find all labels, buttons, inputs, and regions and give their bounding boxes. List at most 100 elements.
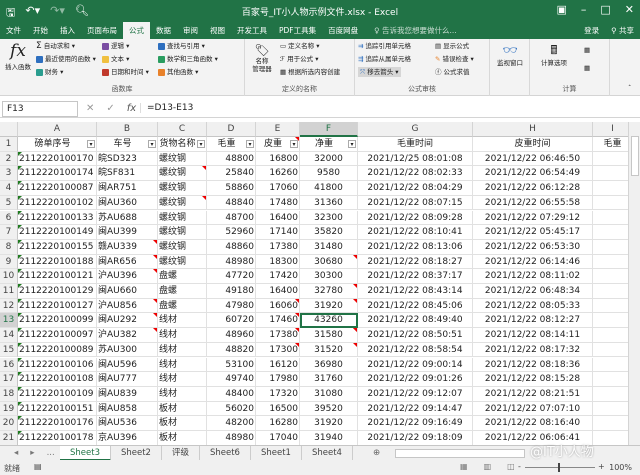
- cell[interactable]: 16500: [256, 401, 300, 417]
- cell[interactable]: [593, 313, 628, 329]
- cell[interactable]: 2112220100188: [18, 254, 97, 270]
- cell[interactable]: 2021/12/22 09:18:09: [358, 431, 473, 445]
- cell[interactable]: 线材: [158, 386, 207, 402]
- cell[interactable]: 盘螺: [158, 298, 207, 314]
- cell[interactable]: 16280: [256, 416, 300, 431]
- cell[interactable]: 2112220100087: [18, 181, 97, 196]
- cell[interactable]: [593, 196, 628, 211]
- cell[interactable]: 49180: [207, 284, 256, 299]
- math-button[interactable]: 数学和三角函数 ▾: [158, 54, 218, 64]
- cell[interactable]: [593, 240, 628, 255]
- zoom-in-button[interactable]: +: [598, 462, 605, 471]
- cell[interactable]: 2112220100089: [18, 342, 97, 358]
- cell[interactable]: 螺纹钢: [158, 239, 207, 255]
- cell[interactable]: 2021/12/22 08:18:27: [358, 254, 473, 270]
- cell[interactable]: 2112220100178: [18, 431, 97, 445]
- cell[interactable]: 线材: [158, 328, 207, 343]
- zoom-level[interactable]: 100%: [609, 463, 632, 472]
- row-header[interactable]: 1: [0, 137, 18, 152]
- cell[interactable]: 2112220100108: [18, 372, 97, 387]
- header-cell[interactable]: 磅单序号 ▾: [18, 137, 97, 152]
- maximize-button[interactable]: □: [600, 3, 611, 16]
- cell[interactable]: 52960: [207, 225, 256, 240]
- cell[interactable]: 32780: [300, 284, 358, 299]
- cell[interactable]: 2021/12/22 08:49:40: [358, 313, 473, 329]
- cell[interactable]: 螺纹钢: [158, 210, 207, 226]
- cell[interactable]: 2021/12/22 08:13:06: [358, 239, 473, 255]
- cell[interactable]: 2112220100127: [18, 298, 97, 314]
- cell[interactable]: 9580: [300, 166, 358, 182]
- cell[interactable]: 48860: [207, 239, 256, 255]
- tab-3[interactable]: 页面布局: [87, 26, 117, 35]
- cell[interactable]: 2112220100151: [18, 401, 97, 417]
- filter-dropdown-icon[interactable]: ▾: [348, 140, 356, 148]
- sheet-tab-5[interactable]: Sheet4: [302, 445, 353, 461]
- calculate-sheet-icon[interactable]: ▦: [584, 64, 591, 72]
- cell[interactable]: 闽AU292: [97, 313, 158, 329]
- cell[interactable]: 螺纹钢: [158, 181, 207, 196]
- row-header[interactable]: 20: [0, 416, 18, 431]
- cell[interactable]: 2021/12/22 07:07:10: [473, 401, 593, 417]
- tab-10[interactable]: 百度网盘: [328, 26, 359, 35]
- filter-dropdown-icon[interactable]: ▾: [197, 140, 205, 148]
- tab-7[interactable]: 视图: [210, 26, 225, 35]
- cell[interactable]: 47720: [207, 269, 256, 284]
- cell[interactable]: 沪AU856: [97, 298, 158, 314]
- cell[interactable]: [593, 358, 628, 373]
- cell[interactable]: 闽AU777: [97, 372, 158, 387]
- filter-dropdown-icon[interactable]: ▾: [290, 140, 298, 148]
- cell[interactable]: 48960: [207, 328, 256, 343]
- cell[interactable]: 2112220100176: [18, 416, 97, 431]
- page-break-icon[interactable]: ◫: [507, 462, 515, 471]
- cell[interactable]: 2112220100149: [18, 225, 97, 240]
- header-cell[interactable]: 皮重时间: [473, 137, 593, 152]
- cell[interactable]: 17380: [256, 239, 300, 255]
- row-header[interactable]: 2: [0, 151, 18, 167]
- cell[interactable]: 2021/12/22 08:37:17: [358, 269, 473, 284]
- cell[interactable]: [593, 166, 628, 182]
- cell[interactable]: 盘螺: [158, 284, 207, 299]
- column-header-E[interactable]: E: [256, 122, 300, 137]
- cell[interactable]: [593, 255, 628, 270]
- cell[interactable]: 线材: [158, 313, 207, 329]
- cell[interactable]: [593, 181, 628, 196]
- use-in-formula-button[interactable]: ℱ 用于公式 ▾: [280, 55, 319, 63]
- cell[interactable]: 2021/12/22 06:12:28: [473, 181, 593, 196]
- zoom-slider[interactable]: [525, 463, 595, 472]
- sheet-tab-3[interactable]: Sheet6: [200, 445, 251, 461]
- insert-function-button[interactable]: fx 插入函数: [5, 41, 31, 71]
- cell[interactable]: [593, 372, 628, 387]
- cell[interactable]: 17140: [256, 225, 300, 240]
- cell[interactable]: 48840: [207, 195, 256, 211]
- cell[interactable]: 2021/12/22 08:43:14: [358, 284, 473, 299]
- cell[interactable]: 2021/12/22 08:15:28: [473, 372, 593, 387]
- calculation-options-button[interactable]: 🖩 计算选项: [534, 43, 574, 67]
- cell[interactable]: 35820: [300, 225, 358, 240]
- redo-icon[interactable]: ↷▾: [50, 4, 65, 17]
- cell[interactable]: 2021/12/22 06:14:46: [473, 254, 593, 270]
- cell[interactable]: 2021/12/22 08:09:28: [358, 210, 473, 226]
- cancel-icon[interactable]: ✕: [86, 103, 95, 114]
- cell[interactable]: 苏AU688: [97, 210, 158, 226]
- cell[interactable]: 2021/12/22 09:14:47: [358, 401, 473, 417]
- cell[interactable]: 31760: [300, 372, 358, 387]
- cell[interactable]: 2112220100121: [18, 269, 97, 284]
- cell[interactable]: 2112220100174: [18, 166, 97, 182]
- cell[interactable]: 闽AU596: [97, 357, 158, 373]
- cell[interactable]: 闽AU399: [97, 225, 158, 240]
- column-header-A[interactable]: A: [18, 122, 97, 137]
- cell[interactable]: [593, 328, 628, 343]
- vertical-scrollbar[interactable]: [628, 122, 640, 445]
- cell[interactable]: 2021/12/22 06:06:41: [473, 431, 593, 445]
- cell[interactable]: 36980: [300, 357, 358, 373]
- cell[interactable]: 螺纹钢: [158, 166, 207, 182]
- login-button[interactable]: 登录: [584, 26, 600, 35]
- cell[interactable]: 43260: [300, 313, 358, 329]
- tab-5[interactable]: 数据: [156, 26, 171, 35]
- remove-arrows-button[interactable]: ⤧ 移去箭头 ▾: [358, 67, 401, 77]
- row-header[interactable]: 8: [0, 239, 18, 255]
- cell[interactable]: 线材: [158, 372, 207, 387]
- watch-window-button[interactable]: 👓︎ 监视窗口: [492, 43, 528, 67]
- cell[interactable]: [593, 343, 628, 358]
- name-box[interactable]: F13: [2, 101, 78, 117]
